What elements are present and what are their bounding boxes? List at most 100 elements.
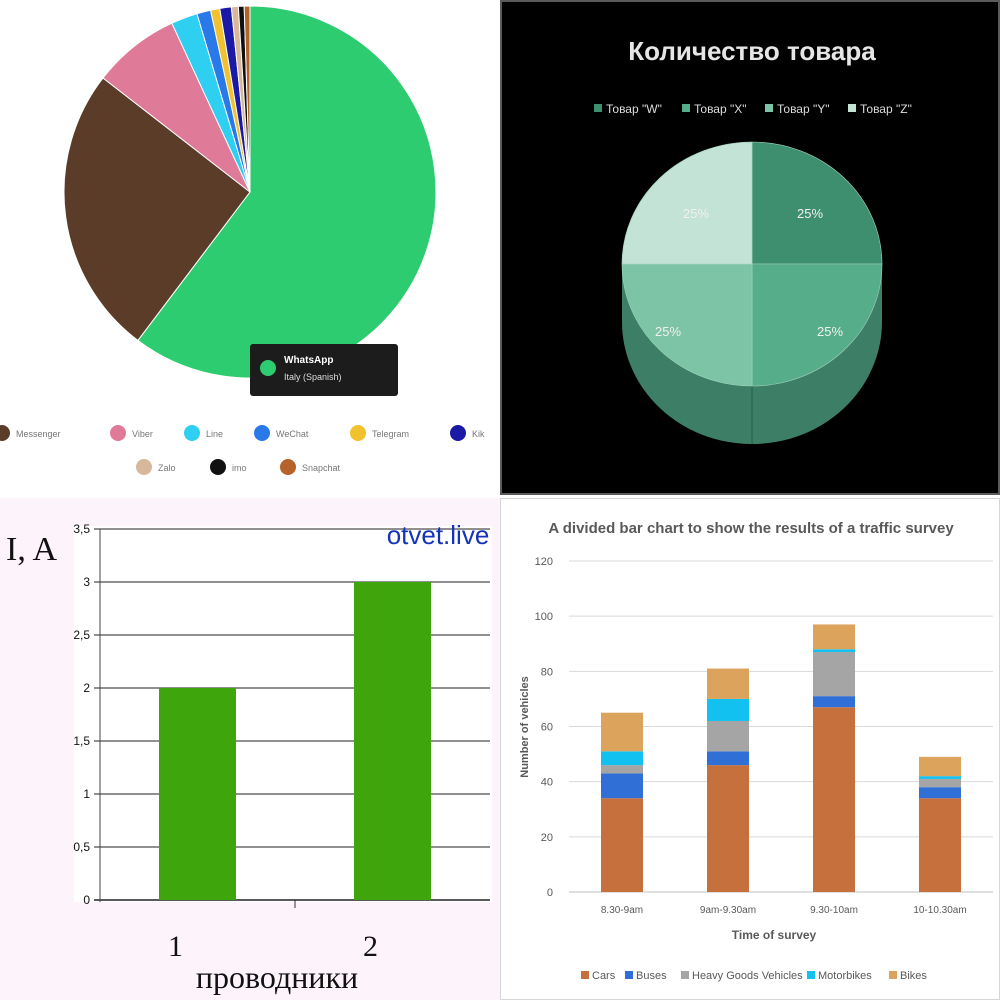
legend-swatch: [210, 459, 226, 475]
bar-segment-buses-1: [601, 773, 643, 799]
legend-swatch: [681, 971, 689, 979]
bar-segment-heavy-goods-vehicles-3: [813, 652, 855, 697]
pie-slice-whatsapp: [137, 5, 437, 379]
messenger-pie-panel: WhatsApp Italy (Spanish) Messenger Viber L…: [0, 0, 500, 495]
bar-segment-buses-3: [813, 696, 855, 708]
legend-item-viber: Viber: [110, 425, 153, 441]
pie-slice-messenger: [63, 77, 251, 342]
bar-segment-bikes-1: [601, 712, 643, 752]
legend-swatch: [625, 971, 633, 979]
slice-data-label: 25%: [817, 324, 843, 339]
legend-item-telegram: Telegram: [350, 425, 409, 441]
legend-swatch: [254, 425, 270, 441]
bar-segment-cars-2: [707, 765, 749, 892]
y-axis-label: Number of vehicles: [519, 676, 531, 777]
bar-segment-bikes-2: [707, 668, 749, 699]
bar-segment-heavy-goods-vehicles-1: [601, 765, 643, 774]
bar-1: [159, 688, 236, 900]
pie-slice-товар-w: [751, 141, 883, 265]
legend-swatch: [594, 104, 602, 112]
x-tick-label: 1: [168, 930, 183, 963]
legend-item-zalo: Zalo: [136, 459, 176, 475]
slice-data-label: 25%: [797, 206, 823, 221]
y-tick-label: 1: [83, 787, 90, 801]
legend-label: Heavy Goods Vehicles: [692, 970, 803, 982]
legend-swatch: [450, 425, 466, 441]
y-tick-label: 100: [535, 611, 553, 623]
y-tick-label: 3,5: [73, 522, 90, 536]
y-tick-label: 20: [541, 832, 553, 844]
legend-label: Cars: [592, 970, 616, 982]
bar-segment-motorbikes-4: [919, 776, 961, 779]
y-axis-label: I, A: [6, 531, 57, 568]
traffic-bar-chart: A divided bar chart to show the results …: [519, 520, 993, 982]
y-tick-label: 1,5: [73, 734, 90, 748]
y-tick-label: 80: [541, 666, 553, 678]
legend-label: Line: [206, 429, 223, 439]
watermark: otvet.live: [387, 520, 490, 550]
y-tick-label: 40: [541, 777, 553, 789]
legend-label: Товар "Y": [777, 102, 830, 116]
pie-slice-товар-x: [751, 263, 883, 387]
x-axis-label: Time of survey: [732, 928, 817, 942]
current-bar-panel: 0 0,5 1 1,5 2 2,5 3 3,5 1 2 I, A otvet.live пров…: [0, 498, 500, 1000]
legend-label: imo: [232, 463, 247, 473]
legend-item-4: Товар "Z": [848, 102, 912, 116]
bar-2: [354, 582, 431, 900]
legend-item-snapchat: Snapchat: [280, 459, 341, 475]
legend-item-heavy-goods-vehicles: Heavy Goods Vehicles: [681, 970, 803, 982]
legend-swatch: [765, 104, 773, 112]
legend-item-1: Товар "W": [594, 102, 662, 116]
legend-label: Товар "Z": [860, 102, 912, 116]
pie-slice-товар-y: [621, 263, 753, 387]
y-tick-label: 0,5: [73, 840, 90, 854]
legend-label: Buses: [636, 970, 667, 982]
legend-item-2: Товар "X": [682, 102, 747, 116]
legend-label: Telegram: [372, 429, 409, 439]
slice-data-label: 25%: [683, 206, 709, 221]
legend-item-wechat: WeChat: [254, 425, 309, 441]
legend-label: Товар "W": [606, 102, 662, 116]
legend-label: Messenger: [16, 429, 61, 439]
bar-segment-motorbikes-3: [813, 649, 855, 653]
legend-swatch: [136, 459, 152, 475]
y-tick-label: 0: [547, 887, 553, 899]
bar-segment-buses-2: [707, 751, 749, 766]
bar-segment-cars-3: [813, 707, 855, 892]
bar-segment-heavy-goods-vehicles-2: [707, 720, 749, 752]
bar-segment-motorbikes-2: [707, 698, 749, 721]
messenger-pie-chart: WhatsApp Italy (Spanish) Messenger Viber L…: [0, 5, 485, 475]
legend-swatch: [350, 425, 366, 441]
pie-slice-snapchat: [243, 5, 251, 193]
legend-swatch: [110, 425, 126, 441]
traffic-survey-panel: A divided bar chart to show the results …: [500, 498, 1000, 1000]
legend-label: Zalo: [158, 463, 176, 473]
legend-item-buses: Buses: [625, 970, 667, 982]
y-tick-label: 2,5: [73, 628, 90, 642]
goods-pie-chart: Количество товара Товар "W" Товар "X" Това…: [594, 36, 912, 444]
legend-swatch: [280, 459, 296, 475]
chart-legend: Cars Buses Heavy Goods Vehicles Motorbikes B…: [581, 970, 927, 982]
x-tick-label: 9.30-10am: [810, 905, 858, 916]
pie-slice-товар-z: [621, 141, 753, 265]
legend-swatch: [889, 971, 897, 979]
legend-label: Snapchat: [302, 463, 341, 473]
legend-swatch: [184, 425, 200, 441]
legend-swatch: [581, 971, 589, 979]
bar-segment-cars-4: [919, 798, 961, 892]
x-tick-label: 9am-9.30am: [700, 905, 756, 916]
y-tick-label: 120: [535, 556, 553, 568]
legend-item-kik: Kik: [450, 425, 485, 441]
chart-title: A divided bar chart to show the results …: [548, 520, 954, 537]
pie-side: [622, 264, 882, 444]
legend-item-imo: imo: [210, 459, 247, 475]
legend-label: Kik: [472, 429, 485, 439]
slice-data-label: 25%: [655, 324, 681, 339]
legend-label: Bikes: [900, 970, 927, 982]
tooltip-swatch: [260, 360, 276, 376]
legend-swatch: [807, 971, 815, 979]
legend-label: Товар "X": [694, 102, 747, 116]
current-bar-chart: 0 0,5 1 1,5 2 2,5 3 3,5 1 2 I, A otvet.live пров…: [6, 520, 492, 995]
legend-label: Viber: [132, 429, 153, 439]
x-tick-label: 10-10.30am: [913, 905, 966, 916]
